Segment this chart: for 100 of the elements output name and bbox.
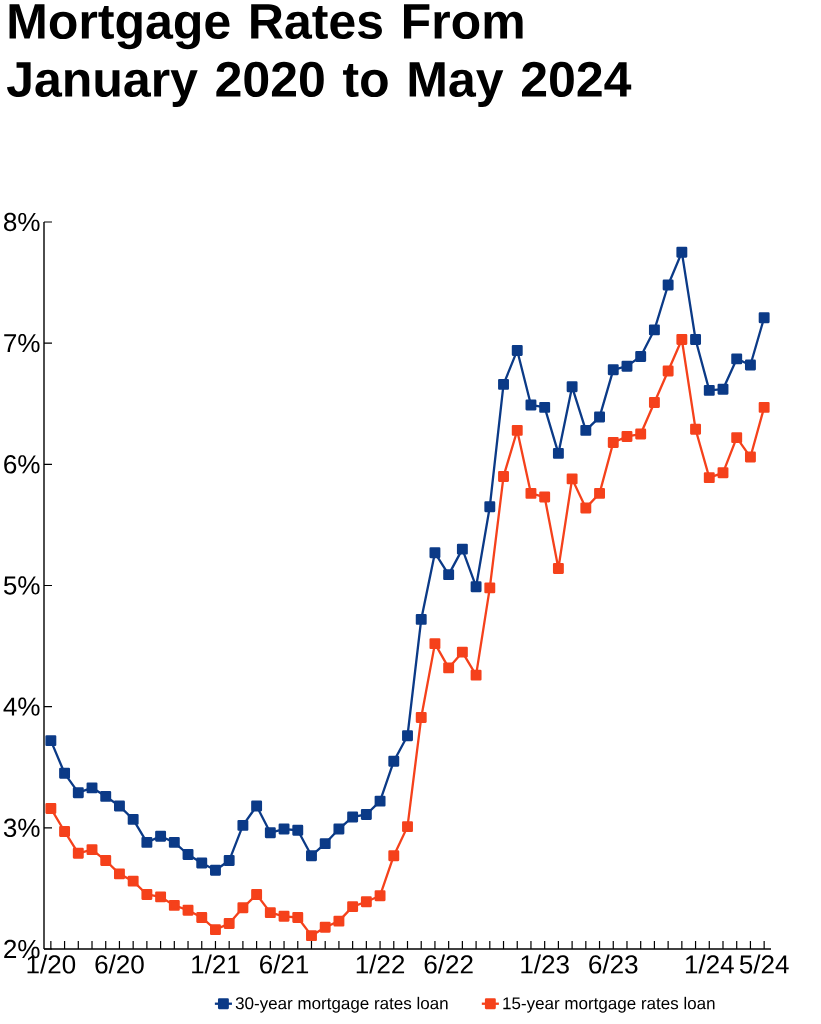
- point: [470, 669, 482, 681]
- point: [168, 836, 180, 848]
- point: [552, 563, 564, 574]
- point: [552, 447, 564, 459]
- point: [374, 795, 386, 807]
- point: [59, 767, 71, 779]
- point: [456, 646, 468, 658]
- point: [306, 850, 317, 862]
- point: [470, 581, 482, 593]
- point: [484, 582, 496, 594]
- point: [264, 827, 276, 839]
- point: [758, 401, 770, 413]
- point: [717, 467, 729, 479]
- x-tick-label: 6/23: [589, 954, 638, 974]
- point: [429, 638, 441, 650]
- point: [347, 901, 359, 913]
- point: [415, 712, 427, 724]
- point: [306, 930, 317, 942]
- point: [594, 411, 605, 423]
- point: [539, 491, 551, 503]
- x-tick-label: 1/21: [192, 954, 240, 974]
- x-tick-label: 5/24: [739, 954, 789, 974]
- point: [127, 813, 139, 825]
- x-tick-label: 6/20: [95, 954, 144, 974]
- point: [127, 875, 139, 887]
- point: [635, 351, 647, 362]
- point: [607, 437, 619, 448]
- point: [86, 844, 98, 856]
- point: [319, 921, 331, 933]
- point: [59, 826, 71, 837]
- point: [292, 912, 304, 923]
- point: [114, 868, 125, 880]
- point: [388, 755, 400, 767]
- point: [690, 334, 702, 345]
- legend-label: 30-year mortgage rates loan: [235, 996, 448, 1013]
- point: [566, 473, 578, 485]
- point: [758, 312, 770, 324]
- y-tick-label: 7%: [4, 334, 40, 353]
- point: [621, 360, 633, 372]
- point: [498, 378, 509, 390]
- point: [635, 428, 647, 440]
- point: [210, 924, 221, 936]
- point: [100, 855, 112, 866]
- point: [168, 899, 180, 911]
- point: [744, 359, 756, 371]
- point: [676, 246, 688, 258]
- point: [402, 730, 413, 742]
- point: [223, 918, 235, 929]
- point: [648, 324, 660, 336]
- point: [223, 855, 235, 866]
- point: [443, 662, 455, 674]
- point: [237, 902, 249, 914]
- point: [443, 569, 455, 581]
- point: [292, 824, 304, 836]
- point: [607, 364, 619, 376]
- point: [45, 802, 57, 814]
- point: [100, 790, 112, 802]
- point: [72, 847, 84, 859]
- point: [333, 915, 345, 927]
- point: [456, 543, 468, 555]
- y-tick-label: 3%: [3, 818, 40, 838]
- point: [72, 787, 84, 799]
- point: [114, 800, 125, 812]
- point: [731, 432, 743, 444]
- point: [402, 821, 413, 833]
- point: [484, 501, 496, 513]
- point: [360, 896, 372, 908]
- point: [141, 836, 153, 848]
- point: [278, 823, 290, 835]
- point: [360, 809, 372, 820]
- point: [196, 857, 208, 869]
- point: [690, 423, 702, 435]
- point: [278, 910, 290, 922]
- point: [744, 451, 756, 463]
- point: [539, 401, 551, 413]
- point: [196, 912, 208, 923]
- point: [182, 904, 194, 916]
- point: [347, 811, 359, 823]
- point: [251, 800, 263, 812]
- point: [388, 850, 400, 862]
- x-tick-label: 1/23: [521, 954, 569, 974]
- point: [731, 353, 743, 365]
- point: [86, 782, 98, 794]
- x-tick-label: 6/22: [424, 954, 473, 974]
- point: [374, 890, 386, 902]
- point: [594, 487, 605, 499]
- point: [662, 365, 674, 377]
- point: [525, 487, 537, 499]
- point: [182, 849, 194, 860]
- point: [703, 472, 715, 484]
- point: [319, 838, 331, 850]
- x-tick-label: 1/22: [356, 954, 405, 974]
- point: [429, 547, 441, 559]
- point: [155, 891, 167, 903]
- point: [210, 864, 221, 876]
- point: [498, 470, 509, 482]
- point: [648, 397, 660, 408]
- y-tick-label: 6%: [4, 455, 40, 474]
- point: [717, 383, 729, 395]
- y-tick-label: 8%: [4, 212, 40, 232]
